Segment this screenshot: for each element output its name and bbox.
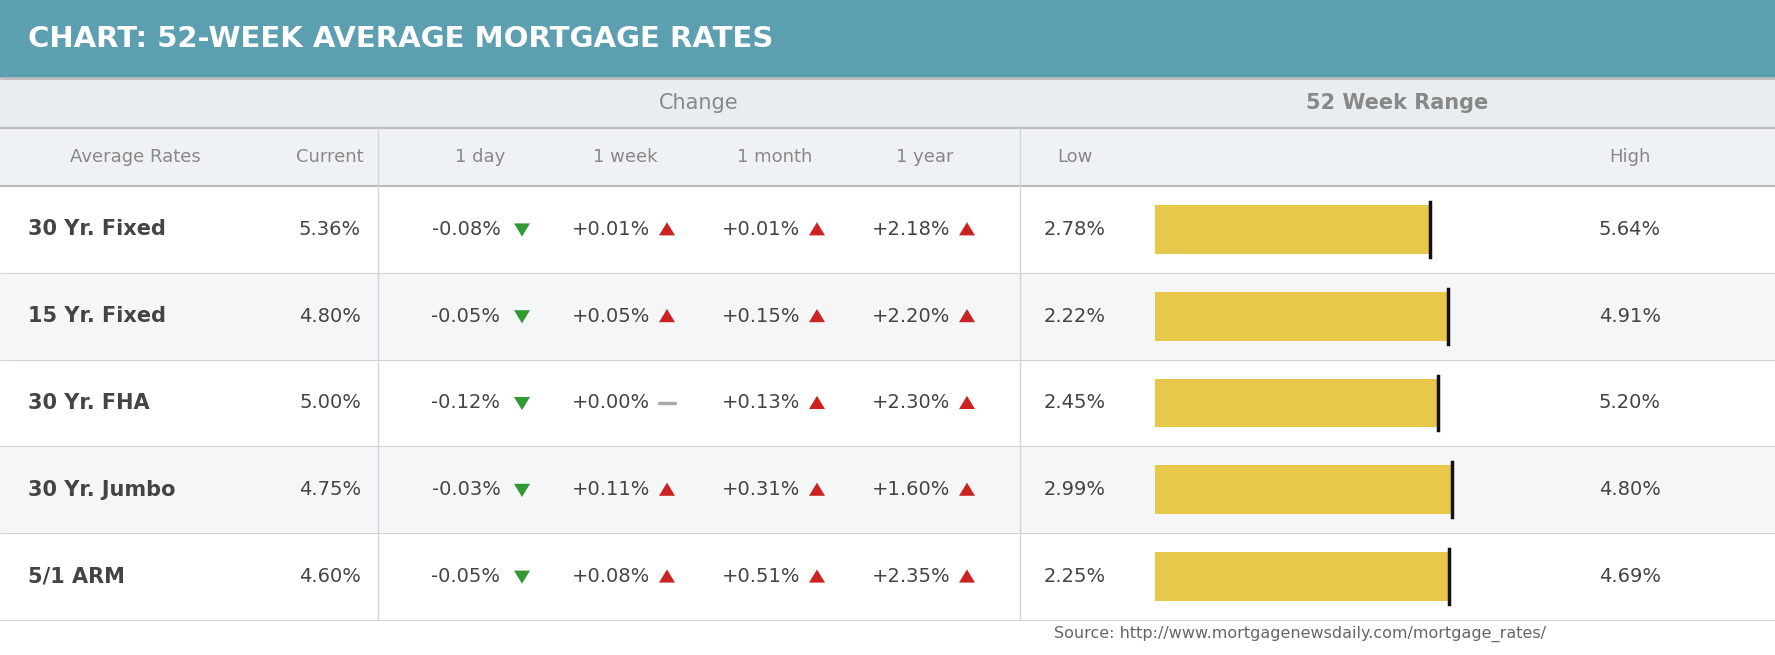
Polygon shape xyxy=(515,397,531,410)
Text: 52 Week Range: 52 Week Range xyxy=(1306,93,1489,113)
Text: Low: Low xyxy=(1058,148,1093,166)
Text: 2.22%: 2.22% xyxy=(1044,307,1106,326)
Bar xyxy=(1156,205,1431,253)
Text: -0.05%: -0.05% xyxy=(431,567,501,586)
Text: +1.60%: +1.60% xyxy=(872,480,950,499)
Bar xyxy=(0,128,1775,186)
Polygon shape xyxy=(809,396,825,409)
Text: +2.35%: +2.35% xyxy=(872,567,950,586)
Polygon shape xyxy=(959,483,974,496)
Text: 4.80%: 4.80% xyxy=(1599,480,1661,499)
Text: -0.08%: -0.08% xyxy=(431,220,501,239)
Text: +2.20%: +2.20% xyxy=(872,307,950,326)
Polygon shape xyxy=(515,310,531,324)
Text: -0.12%: -0.12% xyxy=(431,394,501,413)
Text: +0.08%: +0.08% xyxy=(572,567,650,586)
Polygon shape xyxy=(515,484,531,497)
Text: +0.01%: +0.01% xyxy=(572,220,650,239)
Text: +0.13%: +0.13% xyxy=(722,394,801,413)
Polygon shape xyxy=(809,483,825,496)
Text: 5.00%: 5.00% xyxy=(298,394,360,413)
Polygon shape xyxy=(959,222,974,235)
Bar xyxy=(0,186,1775,272)
Text: 4.75%: 4.75% xyxy=(298,480,360,499)
Text: +2.18%: +2.18% xyxy=(872,220,950,239)
Text: +0.00%: +0.00% xyxy=(572,394,650,413)
Polygon shape xyxy=(959,396,974,409)
Text: 4.69%: 4.69% xyxy=(1599,567,1661,586)
Bar xyxy=(0,533,1775,620)
Polygon shape xyxy=(809,222,825,235)
Text: 15 Yr. Fixed: 15 Yr. Fixed xyxy=(28,306,167,326)
Polygon shape xyxy=(515,571,531,584)
Bar xyxy=(0,0,1775,78)
Text: 4.80%: 4.80% xyxy=(298,307,360,326)
Text: 5.36%: 5.36% xyxy=(298,220,360,239)
Text: 2.25%: 2.25% xyxy=(1044,567,1106,586)
Text: 1 week: 1 week xyxy=(593,148,657,166)
Text: 5.64%: 5.64% xyxy=(1599,220,1661,239)
Bar xyxy=(0,272,1775,360)
Polygon shape xyxy=(659,309,674,322)
Text: 30 Yr. Fixed: 30 Yr. Fixed xyxy=(28,219,165,239)
Text: Average Rates: Average Rates xyxy=(69,148,201,166)
Text: CHART: 52-WEEK AVERAGE MORTGAGE RATES: CHART: 52-WEEK AVERAGE MORTGAGE RATES xyxy=(28,25,774,53)
Text: 1 day: 1 day xyxy=(454,148,506,166)
Polygon shape xyxy=(659,483,674,496)
Text: 4.60%: 4.60% xyxy=(298,567,360,586)
Polygon shape xyxy=(809,309,825,322)
Text: 1 month: 1 month xyxy=(737,148,813,166)
Text: 4.91%: 4.91% xyxy=(1599,307,1661,326)
Text: Current: Current xyxy=(296,148,364,166)
Text: 2.99%: 2.99% xyxy=(1044,480,1106,499)
Text: +0.05%: +0.05% xyxy=(572,307,650,326)
Polygon shape xyxy=(809,569,825,582)
Text: 30 Yr. FHA: 30 Yr. FHA xyxy=(28,393,149,413)
Text: 1 year: 1 year xyxy=(896,148,953,166)
Text: -0.03%: -0.03% xyxy=(431,480,501,499)
Text: +0.51%: +0.51% xyxy=(722,567,801,586)
Polygon shape xyxy=(659,222,674,235)
Text: 5.20%: 5.20% xyxy=(1599,394,1661,413)
Text: -0.05%: -0.05% xyxy=(431,307,501,326)
Text: +0.01%: +0.01% xyxy=(722,220,801,239)
Bar xyxy=(1156,292,1448,341)
Bar xyxy=(0,360,1775,447)
Polygon shape xyxy=(959,309,974,322)
Text: +0.31%: +0.31% xyxy=(722,480,801,499)
Polygon shape xyxy=(515,223,531,236)
Bar xyxy=(1156,379,1438,427)
Text: 2.78%: 2.78% xyxy=(1044,220,1106,239)
Text: +2.30%: +2.30% xyxy=(872,394,950,413)
Polygon shape xyxy=(959,569,974,582)
Bar xyxy=(1156,466,1452,514)
Bar xyxy=(0,78,1775,128)
Text: +0.15%: +0.15% xyxy=(722,307,801,326)
Text: 5/1 ARM: 5/1 ARM xyxy=(28,567,124,587)
Text: High: High xyxy=(1610,148,1651,166)
Bar xyxy=(1156,552,1448,601)
Text: Change: Change xyxy=(659,93,738,113)
Text: Source: http://www.mortgagenewsdaily.com/mortgage_rates/: Source: http://www.mortgagenewsdaily.com… xyxy=(1054,626,1546,642)
Text: 2.45%: 2.45% xyxy=(1044,394,1106,413)
Polygon shape xyxy=(659,569,674,582)
Text: +0.11%: +0.11% xyxy=(572,480,650,499)
Text: 30 Yr. Jumbo: 30 Yr. Jumbo xyxy=(28,480,176,500)
Bar xyxy=(0,447,1775,533)
